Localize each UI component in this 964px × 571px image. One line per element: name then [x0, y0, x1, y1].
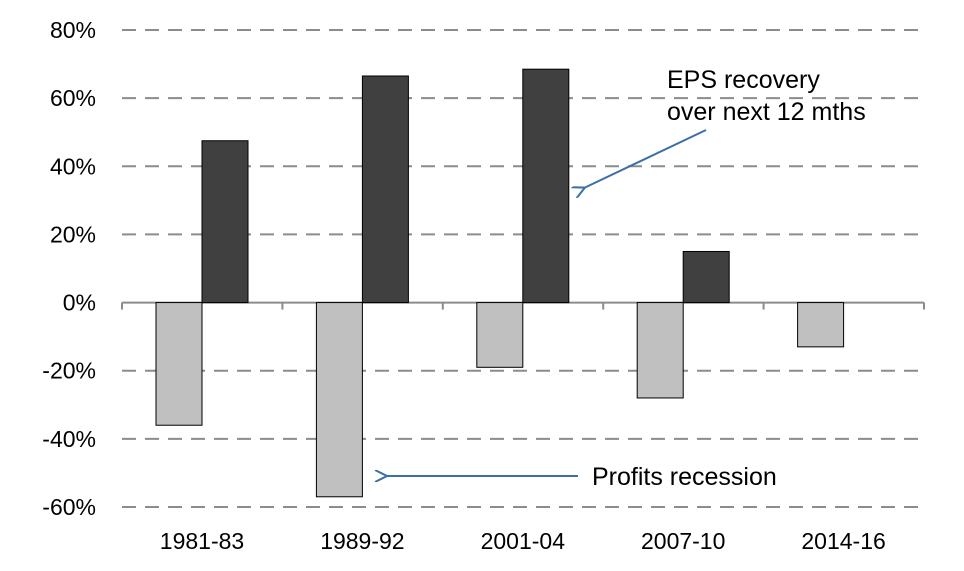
y-tick-label: 40%: [50, 153, 96, 179]
y-tick-label: 0%: [63, 290, 96, 316]
tick-labels: 80% 60% 40% 20% 0% -20% -40% -60% 1981-83 1989-92…: [42, 17, 886, 554]
eps-annotation-line1: EPS recovery: [667, 66, 820, 94]
y-tick-label: 60%: [50, 85, 96, 111]
bars: [155, 68, 845, 498]
y-tick-label: -60%: [42, 494, 96, 520]
bar-eps-recovery: [201, 140, 249, 304]
x-tick-label: 2007-10: [641, 528, 725, 554]
bar-profits-recession: [797, 302, 845, 348]
bar-eps-recovery: [522, 68, 570, 304]
y-tick-label: -20%: [42, 358, 96, 384]
x-tick-label: 1989-92: [320, 528, 404, 554]
x-tick-label: 2014-16: [801, 528, 885, 554]
y-tick-label: -40%: [42, 426, 96, 452]
y-tick-label: 80%: [50, 17, 96, 43]
bar-eps-recovery: [682, 250, 730, 304]
x-tick-label: 1981-83: [160, 528, 244, 554]
annotations: EPS recovery over next 12 mths Profits r…: [386, 66, 866, 491]
eps-arrow: [584, 129, 707, 188]
x-tick-label: 2001-04: [481, 528, 566, 554]
eps-annotation-line2: over next 12 mths: [667, 98, 866, 126]
bar-eps-recovery: [361, 75, 409, 304]
profits-annotation: Profits recession: [592, 463, 777, 491]
bar-profits-recession: [155, 302, 203, 426]
bar-profits-recession: [636, 302, 684, 399]
bar-profits-recession: [315, 302, 363, 498]
y-tick-label: 20%: [50, 221, 96, 247]
bar-profits-recession: [476, 302, 524, 368]
